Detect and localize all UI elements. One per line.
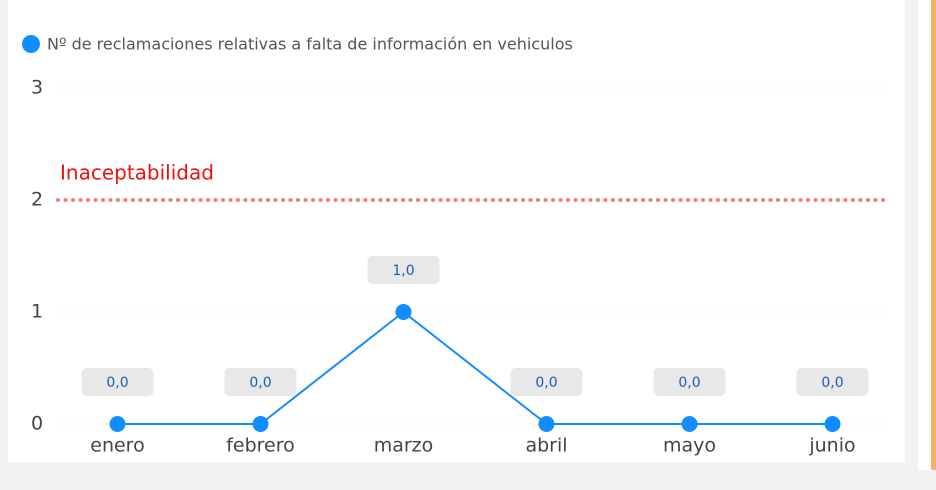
data-label-box (367, 256, 440, 284)
data-label-box (796, 368, 869, 396)
data-label-box (510, 368, 583, 396)
data-point (109, 416, 126, 432)
legend-label: Nº de reclamaciones relativas a falta de… (47, 35, 573, 54)
data-label: 0,0 (106, 375, 128, 391)
threshold-label: Inaceptabilidad (60, 161, 214, 185)
data-label: 1,0 (392, 263, 414, 279)
series-line (117, 310, 833, 425)
side-panel (918, 0, 932, 470)
y-tick-label: 3 (31, 77, 43, 99)
data-label: 0,0 (249, 375, 271, 391)
legend-marker (22, 35, 40, 53)
x-tick-label: abril (525, 435, 567, 457)
data-label-box (81, 368, 154, 396)
data-label: 0,0 (821, 375, 843, 391)
data-label-box (224, 368, 297, 396)
y-tick-label: 0 (31, 413, 43, 435)
data-point (681, 416, 698, 432)
panel (8, 0, 905, 462)
x-tick-label: mayo (663, 435, 716, 457)
data-point (252, 416, 269, 432)
y-tick-label: 2 (31, 189, 43, 211)
x-tick-label: junio (808, 435, 855, 457)
x-tick-label: enero (90, 435, 144, 457)
data-label-box (653, 368, 726, 396)
y-tick-label: 1 (31, 301, 43, 323)
data-point (824, 416, 841, 432)
side-border (931, 0, 936, 470)
data-point (538, 416, 555, 432)
data-label: 0,0 (535, 375, 557, 391)
x-tick-label: marzo (374, 435, 434, 457)
data-label: 0,0 (678, 375, 700, 391)
data-point (395, 304, 412, 320)
x-tick-label: febrero (226, 435, 295, 457)
